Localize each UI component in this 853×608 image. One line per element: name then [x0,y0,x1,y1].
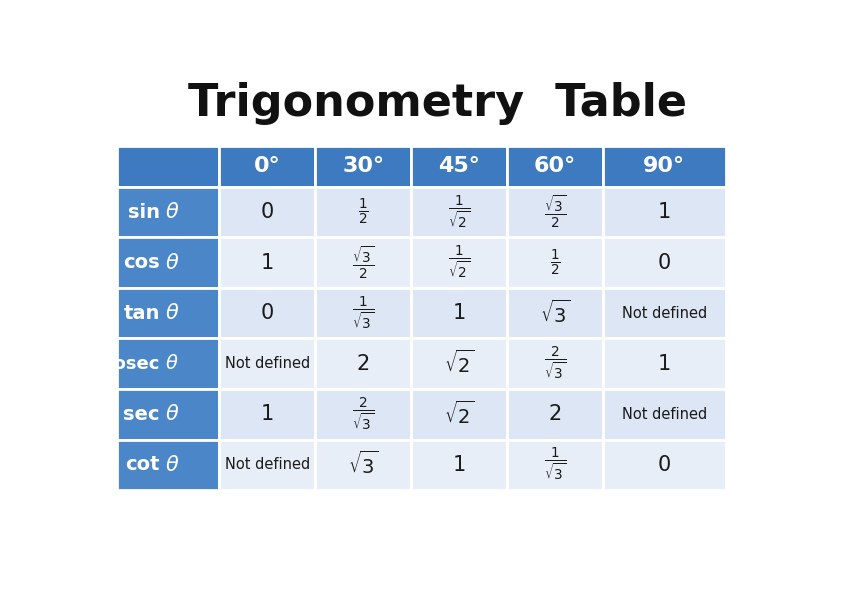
Bar [411,440,507,490]
Text: $\theta$: $\theta$ [165,202,179,222]
Text: 1: 1 [452,455,465,475]
Text: 2: 2 [548,404,561,424]
Text: $\sqrt{2}$: $\sqrt{2}$ [444,350,474,378]
Bar [219,288,315,339]
Text: 1: 1 [260,252,274,272]
Text: 0: 0 [657,455,670,475]
Bar [117,187,219,237]
Bar [117,237,219,288]
Text: sin: sin [128,202,160,221]
Bar [602,389,725,440]
Text: Trigonometry  Table: Trigonometry Table [188,82,687,125]
Text: 45°: 45° [438,156,479,176]
Text: 0: 0 [657,252,670,272]
Text: 60°: 60° [533,156,576,176]
Text: $\theta$: $\theta$ [165,252,179,272]
Text: sec: sec [123,405,160,424]
Bar [507,389,602,440]
Text: 1: 1 [657,202,670,222]
Text: $\frac{1}{\sqrt{3}}$: $\frac{1}{\sqrt{3}}$ [351,294,374,332]
Bar [411,187,507,237]
Bar [411,288,507,339]
Text: Not defined: Not defined [224,457,310,472]
Bar [219,339,315,389]
Bar [315,339,411,389]
Text: cosec: cosec [103,354,160,373]
Bar [602,288,725,339]
Text: cos: cos [123,253,160,272]
Text: $\theta$: $\theta$ [165,455,179,475]
Text: 0: 0 [260,303,274,323]
Text: Not defined: Not defined [621,306,706,320]
Bar [602,237,725,288]
Bar [117,440,219,490]
Text: 1: 1 [657,354,670,374]
Bar [507,237,602,288]
Bar [315,288,411,339]
Text: 1: 1 [260,404,274,424]
Bar [411,145,507,187]
Text: $\frac{1}{2}$: $\frac{1}{2}$ [357,197,368,227]
Bar [315,389,411,440]
Bar [117,389,219,440]
Text: $\sqrt{3}$: $\sqrt{3}$ [539,300,570,326]
Bar [315,187,411,237]
Bar [315,440,411,490]
Bar [219,187,315,237]
Bar [315,145,411,187]
Bar [602,187,725,237]
Text: $\theta$: $\theta$ [165,404,179,424]
Bar [507,339,602,389]
Bar [602,145,725,187]
Text: tan: tan [123,303,160,323]
Bar [219,440,315,490]
Bar [219,145,315,187]
Bar [602,339,725,389]
Bar [507,440,602,490]
Text: $\frac{1}{\sqrt{2}}$: $\frac{1}{\sqrt{2}}$ [448,244,470,282]
Text: 0: 0 [260,202,274,222]
Bar [117,288,219,339]
Text: 90°: 90° [642,156,685,176]
Text: $\theta$: $\theta$ [165,354,178,373]
Bar [507,145,602,187]
Text: $\frac{1}{\sqrt{3}}$: $\frac{1}{\sqrt{3}}$ [543,446,566,483]
Text: $\frac{\sqrt{3}}{2}$: $\frac{\sqrt{3}}{2}$ [351,244,374,281]
Bar [117,339,219,389]
Text: $\sqrt{3}$: $\sqrt{3}$ [347,451,378,478]
Bar [411,237,507,288]
Text: 2: 2 [357,354,369,374]
Bar [219,237,315,288]
Text: $\theta$: $\theta$ [165,303,179,323]
Text: Not defined: Not defined [224,356,310,371]
Text: cot: cot [125,455,160,474]
Text: $\frac{\sqrt{3}}{2}$: $\frac{\sqrt{3}}{2}$ [543,194,566,230]
Bar [411,389,507,440]
Bar [117,145,219,187]
Text: $\frac{1}{2}$: $\frac{1}{2}$ [549,247,560,278]
Text: Not defined: Not defined [621,407,706,422]
Text: $\frac{2}{\sqrt{3}}$: $\frac{2}{\sqrt{3}}$ [543,345,566,382]
Text: $\frac{1}{\sqrt{2}}$: $\frac{1}{\sqrt{2}}$ [448,193,470,230]
Bar [507,187,602,237]
Bar [411,339,507,389]
Text: $\sqrt{2}$: $\sqrt{2}$ [444,401,474,428]
Text: 1: 1 [452,303,465,323]
Bar [602,440,725,490]
Bar [315,237,411,288]
Bar [219,389,315,440]
Bar [507,288,602,339]
Text: $\frac{2}{\sqrt{3}}$: $\frac{2}{\sqrt{3}}$ [351,396,374,433]
Text: 30°: 30° [342,156,384,176]
Text: 0°: 0° [253,156,281,176]
